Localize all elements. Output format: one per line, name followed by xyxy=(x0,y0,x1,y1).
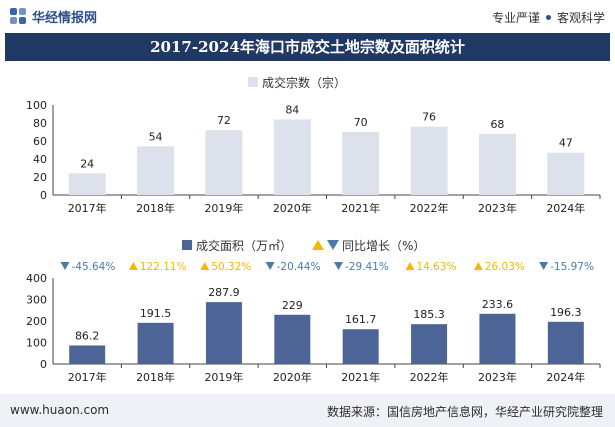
count-value-label-4: 70 xyxy=(354,116,368,129)
area-bar-2 xyxy=(205,302,242,364)
legend-label-count: 成交宗数（宗） xyxy=(262,75,346,90)
count-bar-4 xyxy=(342,132,380,195)
count-bar-6 xyxy=(478,133,516,195)
footer-site-link[interactable]: www.huaon.com xyxy=(10,403,110,417)
y-tick-label-area-3: 300 xyxy=(26,294,47,307)
area-value-label-3: 229 xyxy=(282,299,303,312)
x-tick-label-count-6: 2023年 xyxy=(478,201,517,215)
area-value-label-5: 185.3 xyxy=(413,308,445,321)
count-bar-5 xyxy=(410,126,448,195)
chart-title: 2017-2024年海口市成交土地宗数及面积统计 xyxy=(5,33,610,61)
x-tick-label-area-0: 2017年 xyxy=(68,370,107,384)
area-value-label-1: 191.5 xyxy=(140,307,172,320)
charts-canvas: 成交宗数（宗） 0 20 40 60 80 100 24 2017年 54 2018年 72 2019年… xyxy=(26,75,601,384)
count-value-label-0: 24 xyxy=(80,157,94,170)
legend-up-triangle-icon xyxy=(312,240,324,250)
count-bar-0 xyxy=(68,173,106,195)
count-value-label-5: 76 xyxy=(422,111,436,124)
top-bar: 华经情报网 专业严谨 客观科学 xyxy=(0,0,615,32)
x-tick-label-count-2: 2019年 xyxy=(204,201,243,215)
x-tick-label-area-2: 2019年 xyxy=(204,370,243,384)
yoy-down-triangle-icon-4 xyxy=(333,262,343,270)
count-value-label-3: 84 xyxy=(285,103,299,116)
brand-logo-icon xyxy=(10,8,26,24)
x-tick-label-area-1: 2018年 xyxy=(136,370,175,384)
brand-logo[interactable]: 华经情报网 xyxy=(10,7,98,26)
yoy-down-triangle-icon-0 xyxy=(60,262,70,270)
yoy-label-0: -45.64% xyxy=(71,261,115,273)
count-value-label-1: 54 xyxy=(149,130,163,143)
legend-swatch-area xyxy=(182,240,192,250)
area-bar-7 xyxy=(547,321,584,364)
y-tick-label-count-4: 80 xyxy=(33,117,47,130)
area-value-label-7: 196.3 xyxy=(550,306,582,319)
y-tick-label-count-1: 20 xyxy=(33,171,47,184)
y-tick-label-area-2: 200 xyxy=(26,315,47,328)
y-tick-label-count-5: 100 xyxy=(26,99,47,112)
area-bar-5 xyxy=(411,324,448,364)
legend-down-triangle-icon xyxy=(327,240,339,250)
count-bar-3 xyxy=(273,119,311,195)
y-tick-label-area-4: 400 xyxy=(26,272,47,285)
slogan-left: 专业严谨 xyxy=(491,11,540,25)
count-bar-7 xyxy=(547,152,585,195)
x-tick-label-area-4: 2021年 xyxy=(341,370,380,384)
count-bar-1 xyxy=(137,146,175,195)
count-bar-2 xyxy=(205,130,243,195)
legend-swatch-count xyxy=(248,77,258,87)
x-tick-label-area-6: 2023年 xyxy=(478,370,517,384)
legend-label-area: 成交面积（万㎡） xyxy=(196,238,292,253)
slogan: 专业严谨 客观科学 xyxy=(492,9,605,26)
footer: www.huaon.com 数据来源：国信房地产信息网，华经产业研究院整理 xyxy=(0,394,615,427)
area-value-label-6: 233.6 xyxy=(482,298,514,311)
yoy-up-triangle-icon-1 xyxy=(128,262,138,270)
area-bar-6 xyxy=(479,313,516,364)
area-bar-0 xyxy=(69,345,106,364)
yoy-label-1: 122.11% xyxy=(140,261,187,273)
y-tick-label-count-0: 0 xyxy=(40,189,47,202)
x-tick-label-count-7: 2024年 xyxy=(546,201,585,215)
area-bar-4 xyxy=(342,329,379,364)
x-tick-label-area-7: 2024年 xyxy=(546,370,585,384)
x-tick-label-count-4: 2021年 xyxy=(341,201,380,215)
yoy-label-4: -29.41% xyxy=(345,261,389,273)
area-value-label-2: 287.9 xyxy=(208,286,240,299)
yoy-down-triangle-icon-7 xyxy=(539,262,549,270)
yoy-label-2: 50.32% xyxy=(211,261,251,273)
area-bar-1 xyxy=(137,322,174,364)
brand-name: 华经情报网 xyxy=(32,10,98,26)
yoy-down-triangle-icon-3 xyxy=(265,262,275,270)
y-tick-label-count-3: 60 xyxy=(33,135,47,148)
y-tick-label-area-0: 0 xyxy=(40,358,47,371)
area-value-label-4: 161.7 xyxy=(345,313,377,326)
x-tick-label-count-5: 2022年 xyxy=(410,201,449,215)
yoy-up-triangle-icon-2 xyxy=(200,262,210,270)
yoy-up-triangle-icon-6 xyxy=(473,262,483,270)
x-tick-label-area-3: 2020年 xyxy=(273,370,312,384)
slogan-dot-icon xyxy=(545,15,551,20)
yoy-up-triangle-icon-5 xyxy=(405,262,415,270)
y-tick-label-count-2: 40 xyxy=(33,153,47,166)
x-tick-label-count-3: 2020年 xyxy=(273,201,312,215)
yoy-label-6: 26.03% xyxy=(485,261,525,273)
yoy-label-7: -15.97% xyxy=(550,261,594,273)
slogan-right: 客观科学 xyxy=(556,11,605,25)
yoy-label-5: 14.63% xyxy=(416,261,456,273)
x-tick-label-area-5: 2022年 xyxy=(410,370,449,384)
count-value-label-2: 72 xyxy=(217,114,231,127)
legend-label-yoy: 同比增长（%） xyxy=(342,239,425,253)
count-value-label-6: 68 xyxy=(490,118,504,131)
area-value-label-0: 86.2 xyxy=(75,329,100,342)
y-tick-label-area-1: 100 xyxy=(26,337,47,350)
x-tick-label-count-1: 2018年 xyxy=(136,201,175,215)
x-tick-label-count-0: 2017年 xyxy=(68,201,107,215)
footer-source: 数据来源：国信房地产信息网，华经产业研究院整理 xyxy=(326,405,603,419)
area-bar-3 xyxy=(274,314,311,364)
count-value-label-7: 47 xyxy=(559,137,573,150)
yoy-label-3: -20.44% xyxy=(277,261,321,273)
